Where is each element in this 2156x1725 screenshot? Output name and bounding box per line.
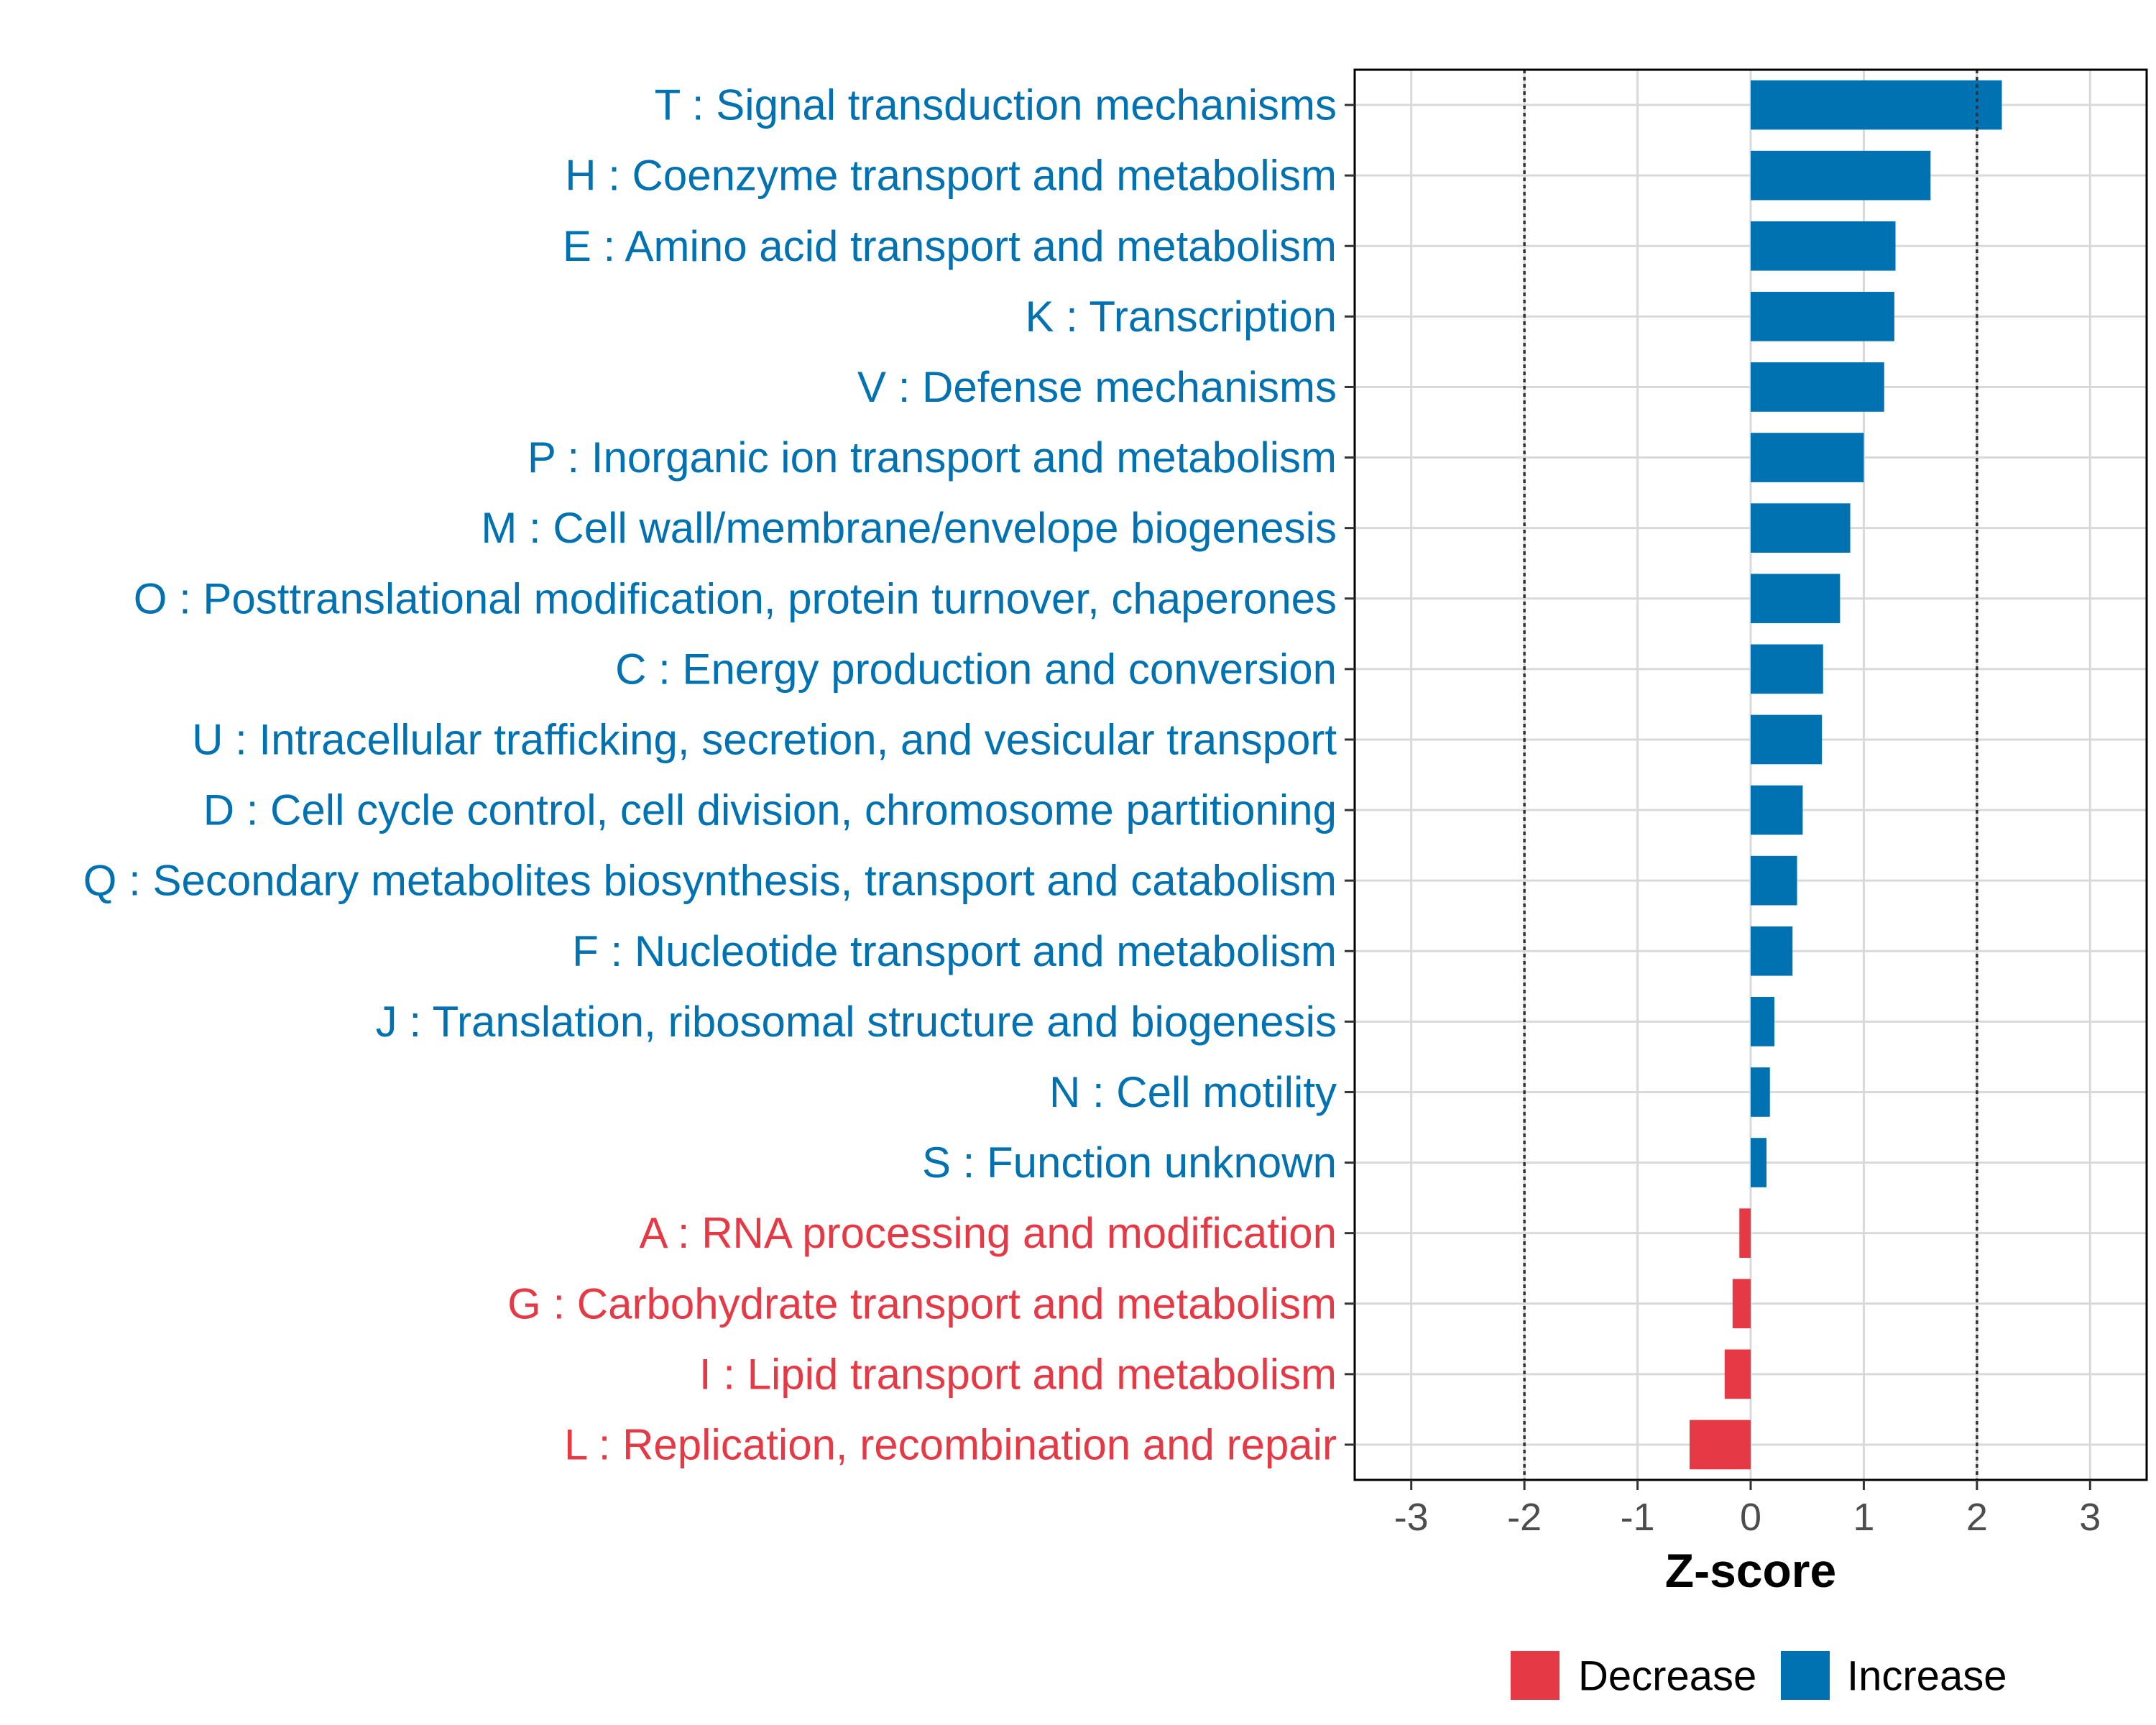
category-label: O : Posttranslational modification, prot…	[134, 574, 1337, 622]
axis-ticks	[1345, 104, 2091, 1490]
x-axis-title: Z-score	[1665, 1544, 1836, 1597]
x-tick-labels: -3 -2 -1 0 1 2 3	[1394, 1496, 2101, 1539]
legend: Decrease Increase	[1511, 1651, 2007, 1700]
bar	[1751, 1138, 1767, 1187]
category-label: F : Nucleotide transport and metabolism	[572, 927, 1337, 975]
bar	[1751, 785, 1803, 835]
category-label: G : Carbohydrate transport and metabolis…	[507, 1279, 1337, 1328]
category-label: A : RNA processing and modification	[639, 1209, 1337, 1257]
bar	[1751, 855, 1797, 906]
category-label: T : Signal transduction mechanisms	[655, 81, 1337, 129]
grid-layer	[1355, 70, 2147, 1480]
bar	[1751, 503, 1851, 553]
category-label: Q : Secondary metabolites biosynthesis, …	[83, 857, 1337, 905]
bar	[1751, 714, 1823, 765]
category-label: N : Cell motility	[1049, 1068, 1337, 1116]
bar	[1739, 1208, 1751, 1258]
bar	[1751, 150, 1931, 201]
bar	[1751, 1067, 1770, 1117]
x-tick-label: 1	[1853, 1496, 1874, 1539]
legend-label-decrease: Decrease	[1578, 1653, 1756, 1700]
bar	[1751, 997, 1775, 1046]
category-label: P : Inorganic ion transport and metaboli…	[528, 433, 1337, 482]
bar	[1751, 221, 1896, 271]
bar	[1751, 292, 1894, 341]
category-label: C : Energy production and conversion	[615, 645, 1337, 693]
bar	[1751, 433, 1864, 482]
legend-label-increase: Increase	[1847, 1653, 2007, 1700]
bar	[1751, 362, 1884, 412]
category-label: J : Translation, ribosomal structure and…	[376, 998, 1337, 1046]
x-tick-label: -3	[1394, 1496, 1429, 1539]
bar	[1751, 574, 1841, 624]
bar	[1724, 1349, 1751, 1399]
category-labels: T : Signal transduction mechanisms H : Co…	[83, 81, 1337, 1469]
category-label: M : Cell wall/membrane/envelope biogenes…	[481, 504, 1337, 552]
bar	[1751, 80, 2002, 130]
x-tick-label: 3	[2079, 1496, 2101, 1539]
category-label: U : Intracellular trafficking, secretion…	[192, 715, 1337, 763]
bars-layer	[1689, 80, 2002, 1470]
category-label: I : Lipid transport and metabolism	[699, 1350, 1337, 1398]
legend-swatch-increase	[1781, 1651, 1830, 1700]
category-label: L : Replication, recombination and repai…	[564, 1420, 1337, 1468]
x-tick-label: 0	[1740, 1496, 1761, 1539]
reference-lines	[1523, 70, 1978, 1480]
category-label: D : Cell cycle control, cell division, c…	[203, 786, 1337, 834]
bar	[1751, 644, 1823, 694]
legend-swatch-decrease	[1511, 1651, 1560, 1700]
bar	[1732, 1279, 1751, 1329]
category-label: S : Function unknown	[922, 1138, 1337, 1187]
category-label: K : Transcription	[1025, 293, 1337, 341]
x-tick-label: -1	[1621, 1496, 1655, 1539]
category-label: V : Defense mechanisms	[857, 363, 1337, 411]
category-label: H : Coenzyme transport and metabolism	[565, 152, 1337, 200]
x-tick-label: 2	[1966, 1496, 1988, 1539]
category-label: E : Amino acid transport and metabolism	[563, 222, 1337, 270]
bar	[1689, 1420, 1751, 1470]
x-tick-label: -2	[1507, 1496, 1542, 1539]
bar	[1751, 926, 1793, 976]
